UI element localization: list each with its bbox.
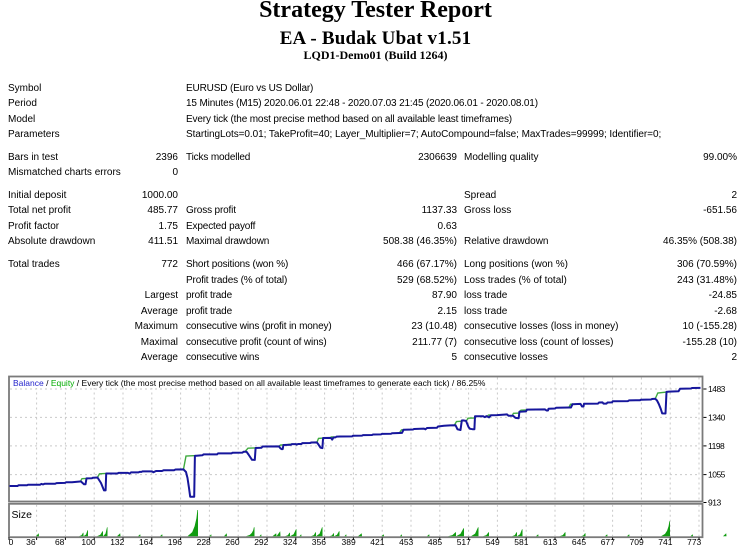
svg-text:741: 741 bbox=[658, 537, 672, 547]
svg-text:709: 709 bbox=[630, 537, 644, 547]
svg-text:485: 485 bbox=[428, 537, 442, 547]
svg-text:260: 260 bbox=[225, 537, 239, 547]
svg-text:Balance / Equity / Every tick: Balance / Equity / Every tick (the most … bbox=[13, 378, 486, 388]
svg-text:68: 68 bbox=[55, 537, 65, 547]
svg-text:196: 196 bbox=[168, 537, 182, 547]
svg-text:613: 613 bbox=[543, 537, 557, 547]
svg-text:453: 453 bbox=[399, 537, 413, 547]
svg-text:324: 324 bbox=[283, 537, 297, 547]
svg-text:913: 913 bbox=[708, 498, 721, 508]
svg-text:36: 36 bbox=[26, 537, 36, 547]
svg-text:549: 549 bbox=[486, 537, 500, 547]
svg-text:773: 773 bbox=[687, 537, 701, 547]
svg-text:0: 0 bbox=[9, 537, 14, 547]
svg-text:100: 100 bbox=[81, 537, 95, 547]
svg-text:1055: 1055 bbox=[708, 470, 726, 480]
svg-text:356: 356 bbox=[312, 537, 326, 547]
svg-text:581: 581 bbox=[514, 537, 528, 547]
svg-text:292: 292 bbox=[254, 537, 268, 547]
svg-text:1340: 1340 bbox=[708, 412, 726, 422]
svg-text:677: 677 bbox=[601, 537, 615, 547]
svg-text:1198: 1198 bbox=[708, 441, 725, 451]
svg-text:517: 517 bbox=[457, 537, 471, 547]
svg-text:421: 421 bbox=[370, 537, 384, 547]
svg-text:645: 645 bbox=[572, 537, 586, 547]
svg-text:389: 389 bbox=[342, 537, 356, 547]
svg-text:228: 228 bbox=[197, 537, 211, 547]
svg-text:132: 132 bbox=[110, 537, 124, 547]
svg-text:1483: 1483 bbox=[708, 384, 726, 394]
svg-text:164: 164 bbox=[139, 537, 153, 547]
